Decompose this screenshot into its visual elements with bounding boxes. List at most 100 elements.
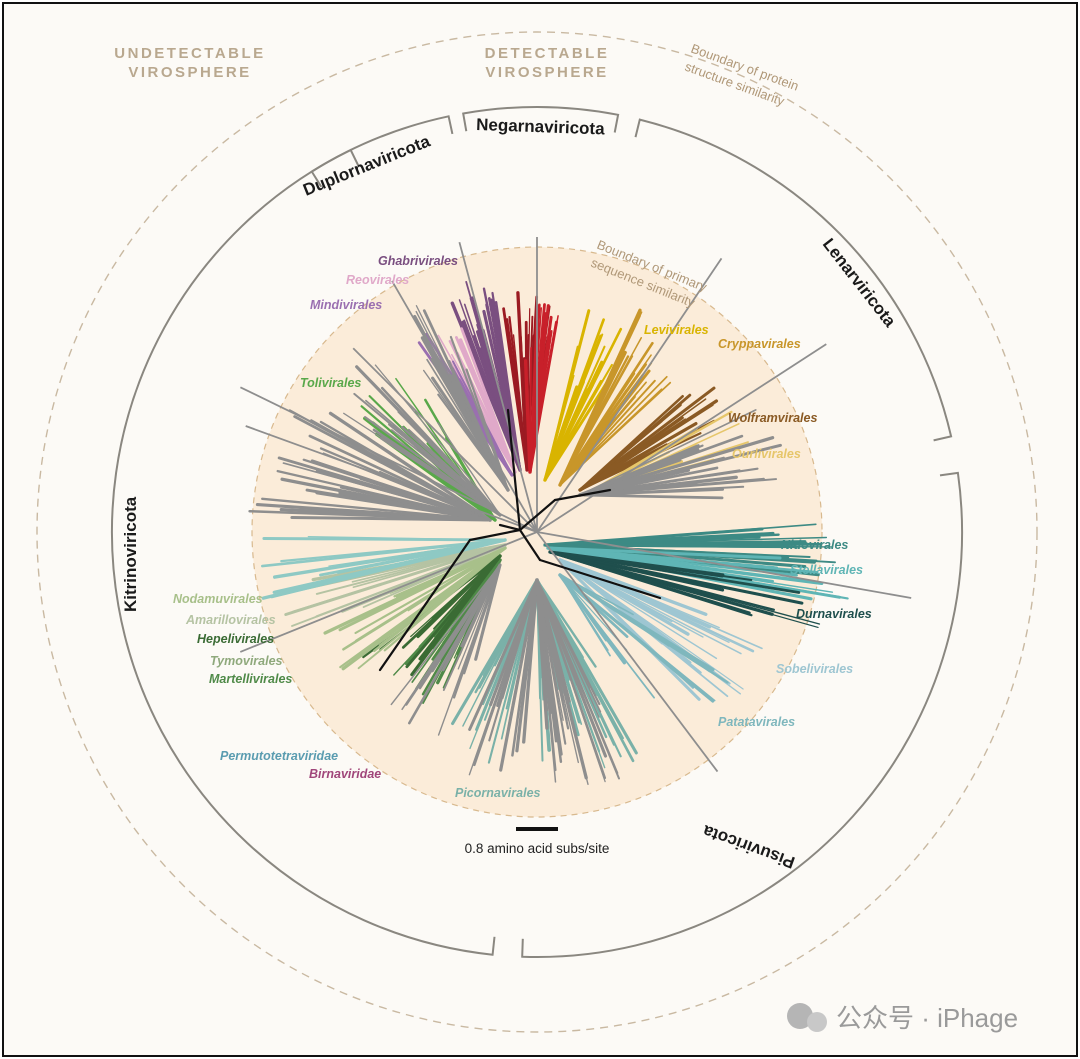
branch	[494, 300, 522, 472]
branch	[528, 346, 538, 474]
watermark: 公众号 · iPhage	[787, 1003, 1018, 1033]
branch	[559, 391, 639, 486]
branch	[522, 578, 539, 744]
order-label-durnavirales: Durnavirales	[796, 607, 872, 621]
order-label-nodamuvirales: Nodamuvirales	[173, 592, 263, 606]
branch	[558, 388, 663, 487]
branch	[428, 346, 510, 492]
branch	[535, 578, 607, 780]
backbone-branch	[518, 498, 557, 532]
order-label-ghabrivirales: Ghabrivirales	[378, 254, 458, 268]
phylum-kitrinoviricota: Kitrinoviricota	[121, 496, 140, 612]
order-label-reovirales: Reovirales	[346, 273, 409, 287]
detectable-label-1: DETECTABLE	[485, 45, 610, 62]
branch	[549, 551, 745, 592]
order-label-cryppavirales: Cryppavirales	[718, 337, 801, 351]
order-label-martellivirales: Martellivirales	[209, 672, 292, 686]
order-label-birnaviridae: Birnaviridae	[309, 767, 381, 781]
branch	[261, 538, 507, 600]
branch	[436, 555, 501, 637]
branch	[340, 544, 506, 599]
branch	[578, 477, 765, 497]
backbone-branch	[553, 488, 612, 502]
branch	[468, 578, 539, 731]
branch	[407, 563, 502, 725]
phylum-bracket-4	[521, 471, 963, 958]
detectable-label-2: VIROSPHERE	[485, 64, 608, 81]
backbone-branch	[538, 558, 662, 600]
branch	[460, 327, 517, 474]
branch	[536, 579, 589, 785]
branch	[578, 394, 684, 492]
outlier-branch	[240, 386, 538, 533]
branch	[482, 578, 539, 677]
phylum-bracket-2	[634, 118, 953, 442]
clade-26	[390, 563, 502, 736]
branch	[558, 558, 755, 653]
branch	[511, 578, 539, 757]
backbone-branch	[506, 408, 522, 532]
branch	[282, 462, 491, 521]
order-label-mindivirales: Mindivirales	[310, 298, 382, 312]
branch	[535, 578, 597, 668]
branch	[543, 533, 780, 547]
tree-backbone	[378, 408, 662, 672]
clade-6	[558, 308, 672, 487]
branch	[543, 327, 623, 482]
branch	[578, 447, 700, 497]
branch	[460, 563, 502, 648]
branch	[260, 538, 507, 568]
clade-16	[468, 578, 620, 785]
wechat-icon	[787, 1003, 813, 1029]
clade-24	[343, 364, 502, 517]
backbone-branch	[378, 538, 472, 672]
branch	[482, 287, 522, 472]
branch	[452, 563, 502, 699]
order-label-wolframvirales: Wolframvirales	[728, 411, 817, 425]
branch	[476, 330, 522, 472]
branch	[548, 550, 753, 617]
order-label-tymovirales: Tymovirales	[210, 654, 283, 668]
protein-boundary-circle	[36, 31, 1038, 1033]
order-label-sobelivirales: Sobelivirales	[776, 662, 853, 676]
clade-1	[437, 327, 517, 474]
order-labels: Ghabrivirales Reovirales Mindivirales Toliv…	[173, 254, 872, 800]
outlier-branch	[245, 425, 538, 533]
clade-11	[546, 546, 849, 601]
branch	[543, 542, 823, 547]
outlier-branch	[352, 347, 538, 533]
branch	[536, 579, 600, 718]
branch	[422, 309, 510, 492]
branch	[546, 546, 818, 574]
phylum-bracket-0	[462, 106, 620, 133]
branch	[354, 546, 507, 643]
outlier-branch	[536, 343, 827, 533]
branch	[437, 422, 501, 516]
branch	[579, 409, 757, 496]
branch	[558, 355, 630, 487]
branch	[505, 318, 529, 472]
outlier-branch	[239, 531, 538, 653]
clade-19	[323, 546, 507, 671]
order-label-levivirales: Levivirales	[644, 323, 709, 337]
branch	[323, 546, 507, 635]
branch	[390, 564, 501, 706]
branch	[248, 509, 492, 522]
order-label-tolivirales: Tolivirales	[300, 376, 361, 390]
branch	[474, 563, 502, 661]
clade-12	[548, 550, 821, 629]
branch	[315, 491, 492, 522]
backbone-branch	[518, 528, 542, 562]
branch	[559, 311, 643, 486]
order-label-patatavirales: Patatavirales	[718, 715, 795, 729]
branch	[456, 354, 517, 474]
branch	[506, 578, 539, 732]
outlier-branch	[458, 241, 538, 533]
branch	[353, 392, 501, 516]
branch	[559, 379, 656, 486]
branch	[558, 558, 708, 616]
branch	[501, 578, 539, 700]
clade-22	[248, 409, 492, 522]
watermark-text: 公众号 · iPhage	[836, 1003, 1018, 1033]
